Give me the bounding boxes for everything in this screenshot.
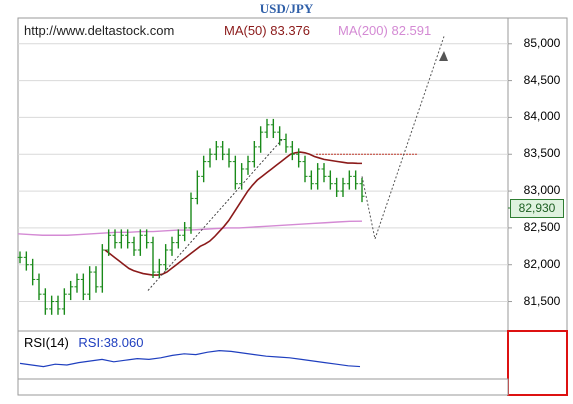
ma200-value: 82.591 [391, 23, 432, 38]
y-tick-label-6: 82,000 [523, 256, 561, 271]
y-tick-label-3: 83,500 [523, 146, 561, 161]
ma200-legend: MA(200) 82.591 [338, 23, 431, 38]
ma50-value: 83.376 [270, 23, 311, 38]
ma50-line [104, 151, 363, 276]
ma50-legend: MA(50) 83.376 [224, 23, 310, 38]
chart-title: USD/JPY [259, 1, 314, 16]
ma50-label: MA(50) [224, 23, 267, 38]
projection-arrowhead [439, 51, 448, 61]
y-tick-label-5: 82,500 [523, 219, 561, 234]
plot-frame [17, 17, 568, 332]
rsi-value: RSI:38.060 [78, 335, 144, 350]
y-tick-label-4: 83,000 [523, 183, 561, 198]
ma200-line [17, 220, 363, 236]
time-axis-strip [17, 378, 509, 396]
projection-path [361, 36, 445, 241]
rsi-line [19, 349, 361, 368]
rsi-legend: RSI(14) RSI:38.060 [24, 335, 143, 350]
rsi-axis-box [507, 330, 568, 396]
trend-line [147, 139, 283, 291]
y-tick-label-2: 84,000 [523, 109, 561, 124]
rsi-label: RSI(14) [24, 335, 69, 350]
current-price-tag: 82,930 [510, 199, 564, 218]
y-tick-label-7: 81,500 [523, 293, 561, 308]
ma200-label: MA(200) [338, 23, 388, 38]
y-tick-label-0: 85,000 [523, 35, 561, 50]
y-tick-label-1: 84,500 [523, 72, 561, 87]
source-url[interactable]: http://www.deltastock.com [24, 23, 175, 38]
